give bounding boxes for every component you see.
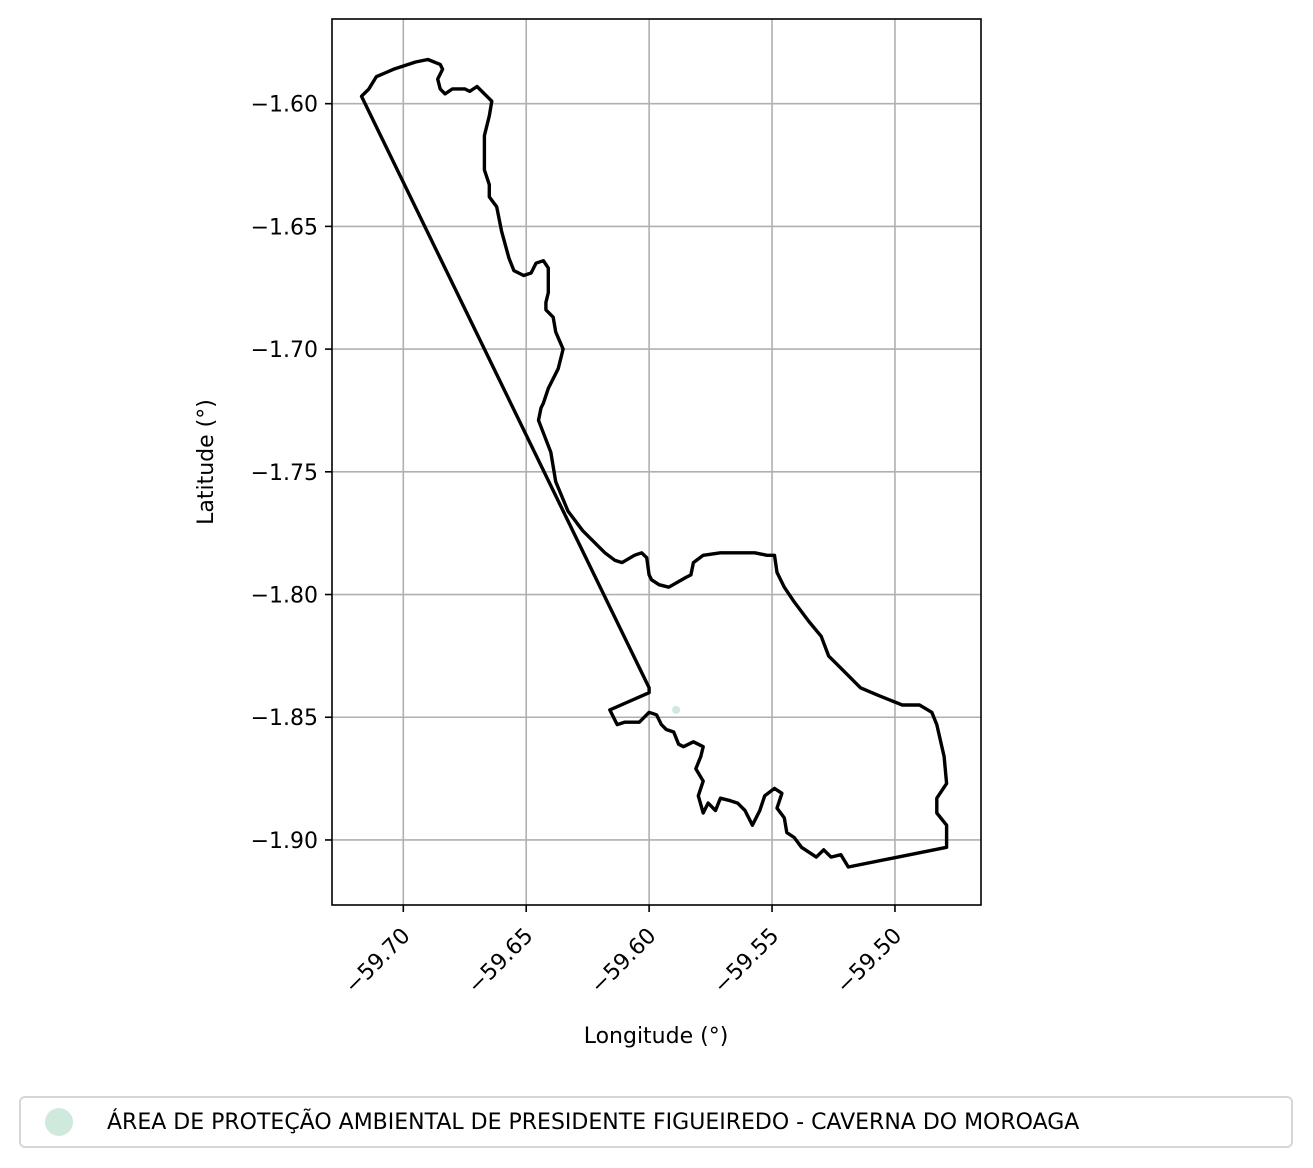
- legend-marker-circle: [45, 1108, 73, 1136]
- x-axis-label: Longitude (°): [584, 1024, 729, 1049]
- y-axis-label: Latitude (°): [194, 399, 219, 525]
- y-tick-label: −1.65: [251, 215, 318, 240]
- y-tick-label: −1.80: [251, 584, 318, 609]
- x-axis-ticks: −59.70 −59.65 −59.60 −59.55 −59.50: [340, 905, 907, 999]
- grid: [332, 19, 981, 905]
- y-tick-label: −1.90: [251, 829, 318, 854]
- x-tick-label: −59.60: [586, 924, 661, 999]
- x-tick-label: −59.50: [832, 924, 907, 999]
- y-axis-ticks: −1.60 −1.65 −1.70 −1.75 −1.80 −1.85 −1.90: [251, 93, 332, 854]
- x-tick-label: −59.65: [463, 924, 538, 999]
- legend-label: ÁREA DE PROTEÇÃO AMBIENTAL DE PRESIDENTE…: [107, 1109, 1080, 1135]
- legend: ÁREA DE PROTEÇÃO AMBIENTAL DE PRESIDENTE…: [19, 1096, 1293, 1148]
- y-tick-label: −1.75: [251, 461, 318, 486]
- x-tick-label: −59.70: [340, 924, 415, 999]
- x-tick-label: −59.55: [709, 924, 784, 999]
- y-tick-label: −1.70: [251, 338, 318, 363]
- y-tick-label: −1.60: [251, 93, 318, 118]
- protected-area-fill-patch: [672, 705, 681, 714]
- map-figure: −59.70 −59.65 −59.60 −59.55 −59.50 −1.60−1.6…: [194, 18, 982, 1049]
- y-tick-label: −1.85: [251, 706, 318, 731]
- area-layer: [359, 57, 949, 869]
- plot-frame: [331, 18, 982, 906]
- protected-area-boundary: [359, 57, 949, 869]
